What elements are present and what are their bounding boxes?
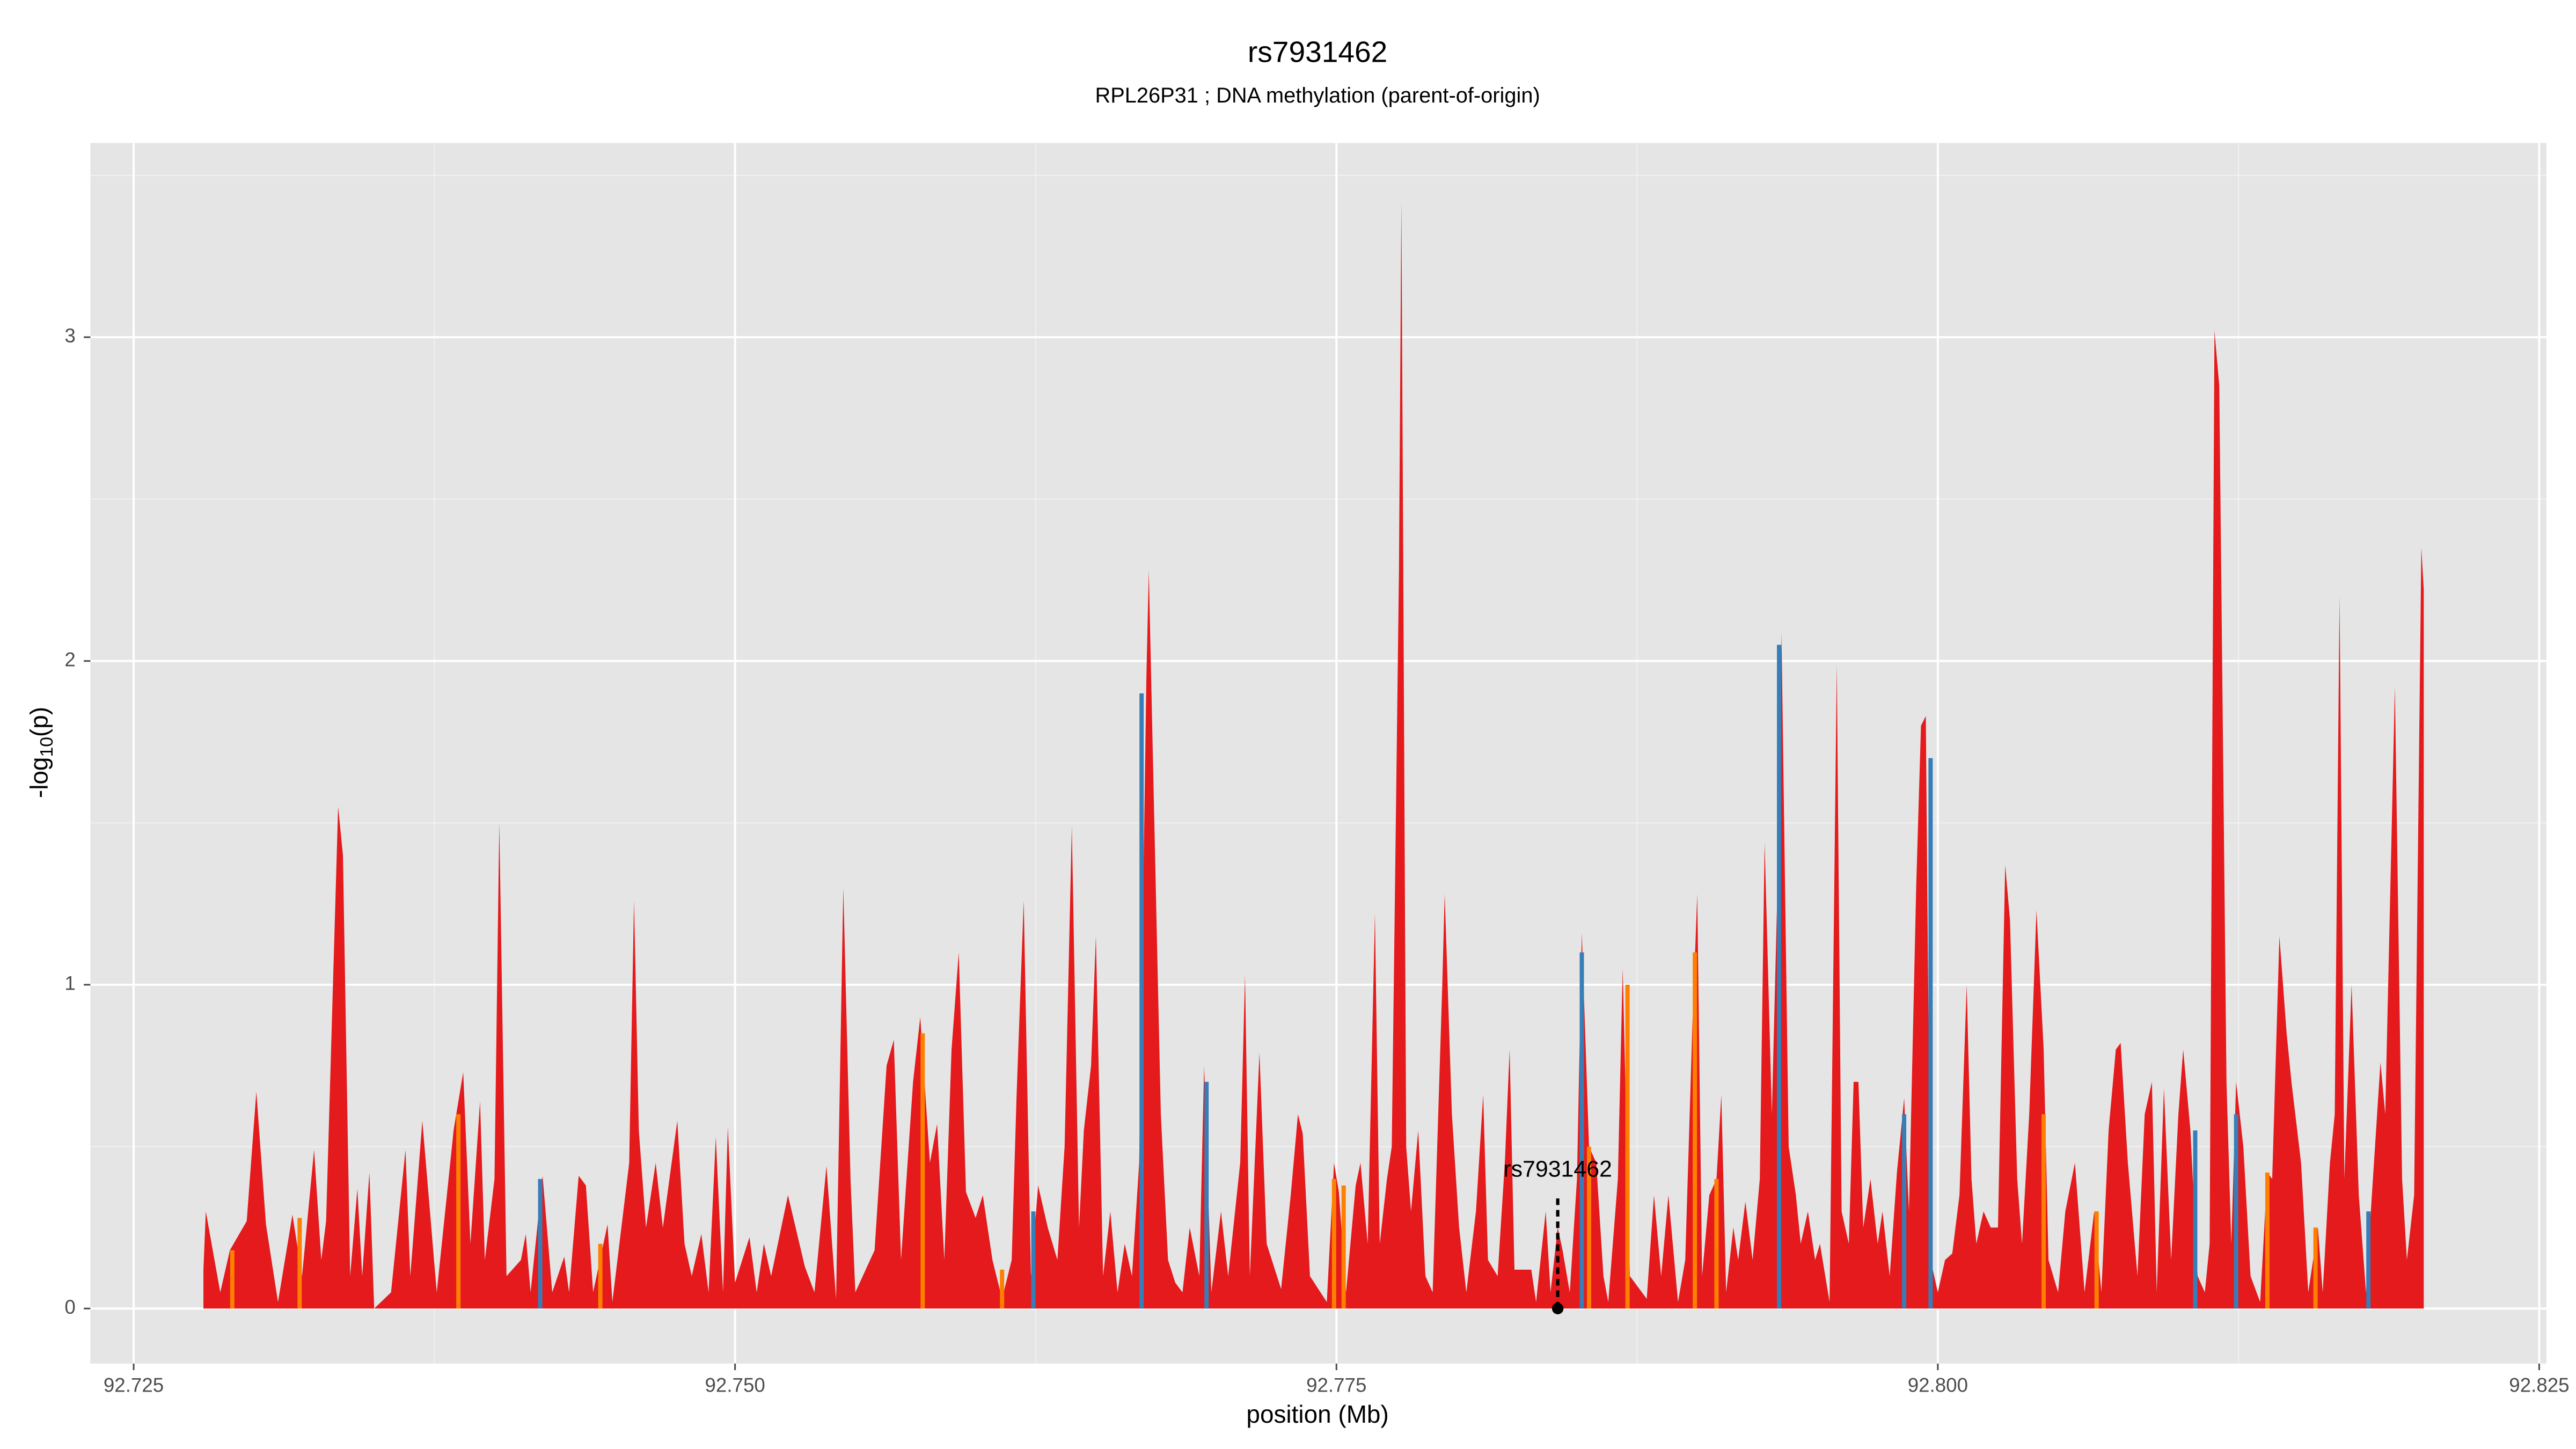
x-tick-label: 92.825	[2509, 1374, 2569, 1396]
y-tick-label: 3	[64, 325, 75, 347]
y-tick-label: 0	[64, 1296, 75, 1318]
x-tick-label: 92.750	[705, 1374, 765, 1396]
y-label-part: (p)	[25, 707, 53, 737]
chart-title: rs7931462	[1248, 35, 1387, 69]
x-tick-label: 92.725	[104, 1374, 164, 1396]
annotation-point	[1552, 1302, 1564, 1314]
area	[203, 201, 2424, 1309]
x-axis-label: position (Mb)	[1246, 1400, 1388, 1428]
x-tick-label: 92.775	[1306, 1374, 1366, 1396]
y-label-part: -log	[25, 757, 53, 799]
chart-subtitle: RPL26P31 ; DNA methylation (parent-of-or…	[1095, 84, 1540, 107]
y-axis-label: -log10(p)	[25, 707, 57, 798]
annotation-label: rs7931462	[1503, 1156, 1612, 1182]
y-label-subscript: 10	[37, 737, 57, 757]
y-tick-label: 2	[64, 648, 75, 670]
x-tick-label: 92.800	[1908, 1374, 1968, 1396]
y-tick-label: 1	[64, 972, 75, 994]
